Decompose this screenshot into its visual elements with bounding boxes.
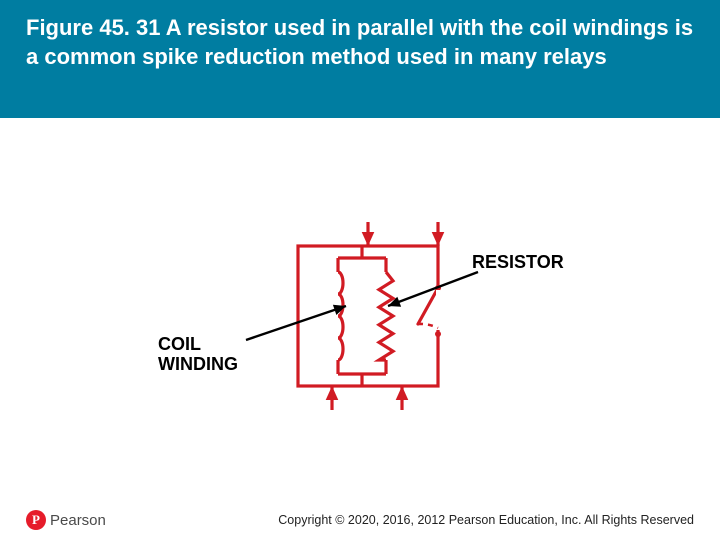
inner-crossbars [338, 246, 386, 386]
brand-text: Pearson [50, 512, 106, 529]
coil-winding [338, 258, 343, 374]
labels: COILWINDING RESISTOR [158, 252, 564, 374]
coil-label: COIL [158, 334, 201, 354]
resistor-label: RESISTOR [472, 252, 564, 272]
title-band: Figure 45. 31 A resistor used in paralle… [0, 0, 720, 118]
coil-label: WINDING [158, 354, 238, 374]
resistor [379, 258, 393, 374]
pearson-p: P [32, 512, 40, 528]
footer: P Pearson Copyright © 2020, 2016, 2012 P… [26, 510, 694, 530]
copyright-text: Copyright © 2020, 2016, 2012 Pearson Edu… [278, 513, 694, 527]
slide: Figure 45. 31 A resistor used in paralle… [0, 0, 720, 540]
terminals [326, 222, 445, 410]
pearson-badge-icon: P [26, 510, 46, 530]
pearson-logo: P Pearson [26, 510, 106, 530]
diagram-area: COILWINDING RESISTOR [0, 160, 720, 480]
circuit-diagram: COILWINDING RESISTOR [150, 200, 570, 440]
slide-title: Figure 45. 31 A resistor used in paralle… [26, 14, 694, 71]
callout-arrows [246, 272, 478, 340]
